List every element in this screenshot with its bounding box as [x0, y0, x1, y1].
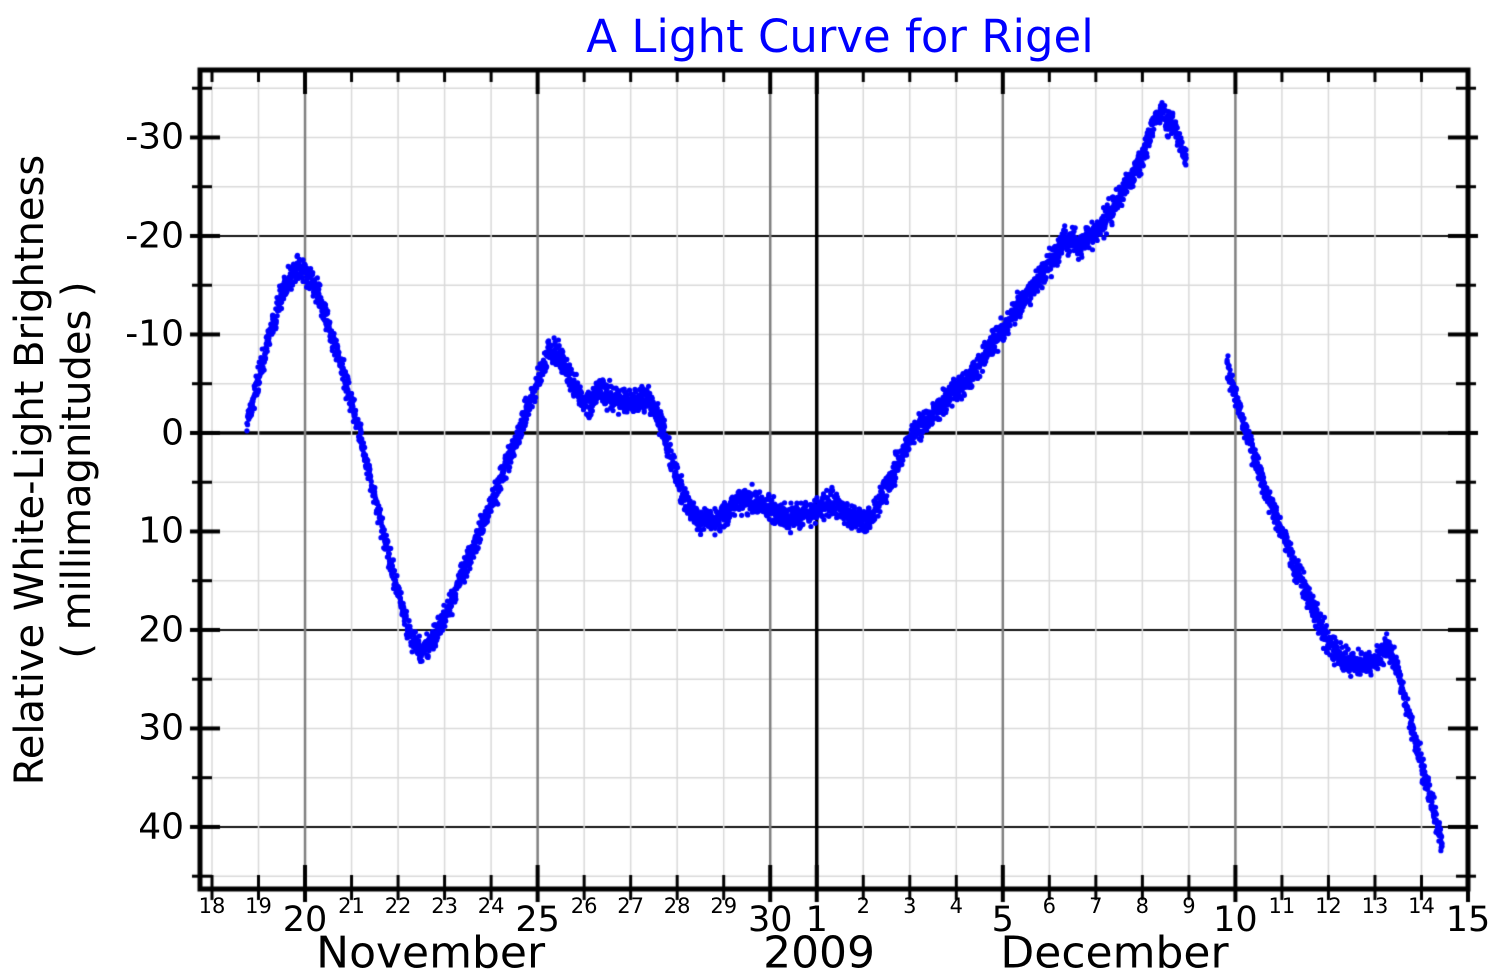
x-day-label: 4: [949, 894, 963, 918]
x-day-label: 11: [1268, 894, 1296, 918]
y-tick-label: 10: [138, 510, 184, 552]
y-tick-label: 40: [138, 806, 184, 848]
x-month-label: December: [1000, 927, 1229, 975]
x-day-label: 3: [903, 894, 917, 918]
x-day-label: 12: [1315, 894, 1342, 918]
x-day-label: 25: [515, 900, 560, 940]
x-month-label: November: [316, 927, 546, 975]
y-tick-label: -10: [125, 313, 184, 355]
x-day-label: 13: [1361, 894, 1389, 918]
x-day-label: 19: [245, 894, 272, 918]
x-day-label: 6: [1042, 894, 1057, 918]
x-day-label: 15: [1445, 900, 1491, 940]
y-tick-label: -20: [125, 215, 184, 257]
x-day-label: 18: [198, 894, 226, 918]
y-tick-label: 20: [138, 609, 184, 651]
x-day-label: 7: [1089, 894, 1103, 918]
y-tick-label: 30: [138, 707, 184, 749]
x-day-label: 20: [282, 900, 328, 940]
x-day-label: 28: [663, 894, 691, 918]
x-day-label: 8: [1135, 894, 1150, 918]
x-day-label: 27: [617, 894, 645, 918]
y-tick-label: 0: [161, 412, 184, 454]
x-day-label: 24: [477, 894, 505, 918]
x-day-label: 10: [1213, 900, 1258, 940]
x-day-label: 21: [338, 894, 365, 918]
x-day-label: 2: [856, 894, 870, 918]
x-day-label: 14: [1408, 894, 1435, 918]
x-day-label: 30: [747, 900, 793, 940]
x-month-label: 2009: [763, 927, 876, 975]
x-day-label: 22: [384, 894, 412, 918]
x-day-label: 23: [431, 894, 458, 918]
x-day-label: 26: [570, 894, 598, 918]
x-day-label: 29: [710, 894, 738, 918]
x-day-label: 5: [991, 900, 1014, 940]
x-day-label: 1: [805, 900, 828, 940]
y-tick-label: -30: [125, 116, 184, 158]
x-day-label: 9: [1182, 894, 1196, 918]
